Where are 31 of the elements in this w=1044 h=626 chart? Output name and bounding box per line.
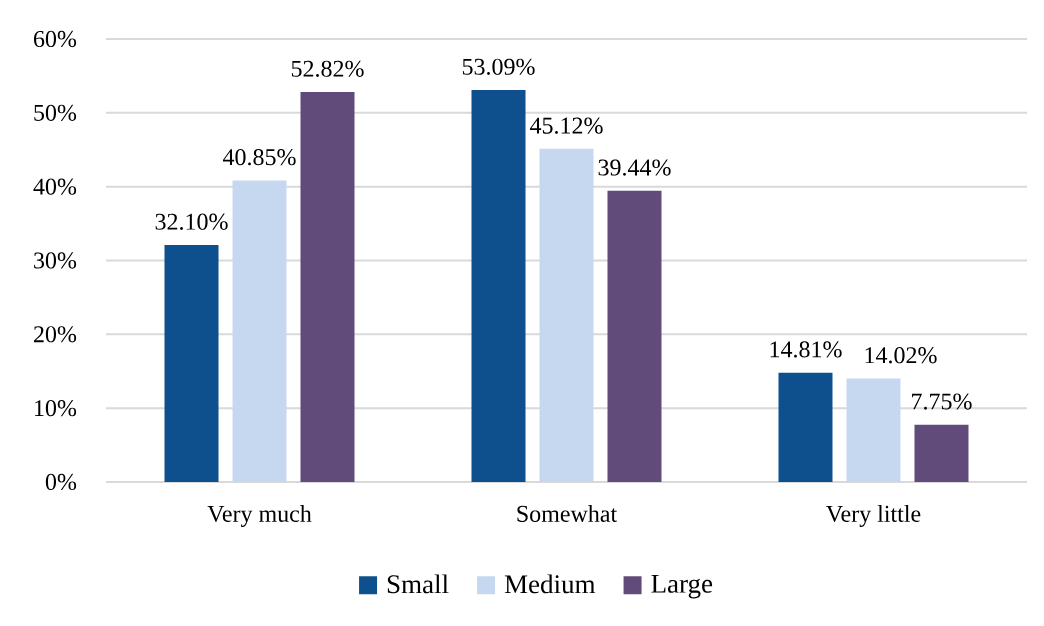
bar [232,180,287,482]
legend-label: Medium [504,574,596,594]
y-tick-label: 10% [35,400,77,417]
data-label: 39.44% [598,159,671,176]
data-label: 14.81% [770,341,842,358]
bar [539,148,594,482]
bar [914,424,969,482]
data-label: 53.09% [462,58,535,75]
bar [164,244,219,482]
bar [846,378,901,482]
data-label: 45.12% [529,117,603,134]
data-label: 7.75% [912,393,972,410]
data-label: 52.82% [291,60,364,77]
data-label: 32.10% [155,213,228,230]
x-tick-label: Very little [826,505,921,527]
legend-label: Large [651,574,713,599]
bar [471,90,526,482]
x-tick-label: Very much [207,505,312,527]
bar [300,92,355,482]
bar [778,372,833,482]
legend-label: Small [387,574,449,594]
y-tick-label: 30% [34,252,77,269]
data-label: 40.85% [222,149,296,166]
bar [607,190,662,482]
y-tick-label: 20% [34,326,77,343]
y-tick-label: 50% [34,104,77,121]
y-tick-label: 60% [33,30,77,48]
x-tick-label: Somewhat [517,505,618,522]
data-label: 14.02% [865,347,937,364]
y-tick-label: 0% [45,473,77,491]
y-tick-label: 40% [33,178,77,195]
